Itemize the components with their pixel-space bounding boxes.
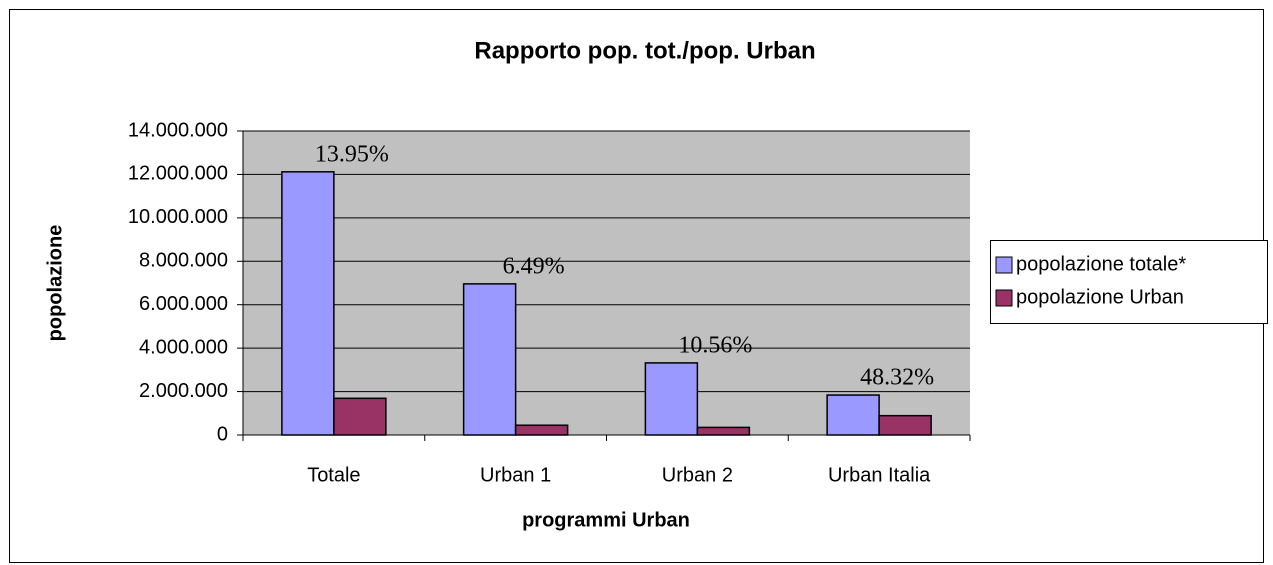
legend-swatch xyxy=(995,289,1013,307)
annotation: 48.32% xyxy=(860,365,934,391)
y-tick-label: 4.000.000 xyxy=(139,336,228,358)
chart-title: Rapporto pop. tot./pop. Urban xyxy=(474,37,815,64)
plot-area xyxy=(243,131,970,435)
bar xyxy=(826,394,880,436)
y-tick-label: 0 xyxy=(217,423,228,445)
bar xyxy=(514,424,569,436)
y-tick-label: 6.000.000 xyxy=(139,293,228,315)
bar xyxy=(696,426,751,436)
legend xyxy=(990,240,1268,324)
x-tick-label: Urban 1 xyxy=(480,464,551,486)
annotation: 13.95% xyxy=(315,141,389,167)
y-tick-label: 14.000.000 xyxy=(128,119,228,141)
x-tick-label: Urban Italia xyxy=(828,464,931,486)
annotation: 6.49% xyxy=(503,253,565,279)
legend-label: popolazione totale* xyxy=(1016,253,1186,275)
bar xyxy=(333,397,387,436)
annotation: 10.56% xyxy=(678,332,752,358)
y-tick-label: 8.000.000 xyxy=(139,250,228,272)
y-tick-label: 12.000.000 xyxy=(128,163,228,185)
bar xyxy=(644,362,699,436)
y-tick-label: 2.000.000 xyxy=(139,380,228,402)
x-axis-label: programmi Urban xyxy=(522,509,690,531)
bar xyxy=(462,283,517,436)
bar xyxy=(878,414,932,436)
x-tick-label: Totale xyxy=(307,464,360,486)
y-axis-label: popolazione xyxy=(44,225,66,342)
x-tick-label: Urban 2 xyxy=(662,464,733,486)
legend-swatch xyxy=(995,256,1013,274)
legend-label: popolazione Urban xyxy=(1016,286,1184,308)
bar xyxy=(281,171,335,436)
y-tick-label: 10.000.000 xyxy=(128,206,228,228)
